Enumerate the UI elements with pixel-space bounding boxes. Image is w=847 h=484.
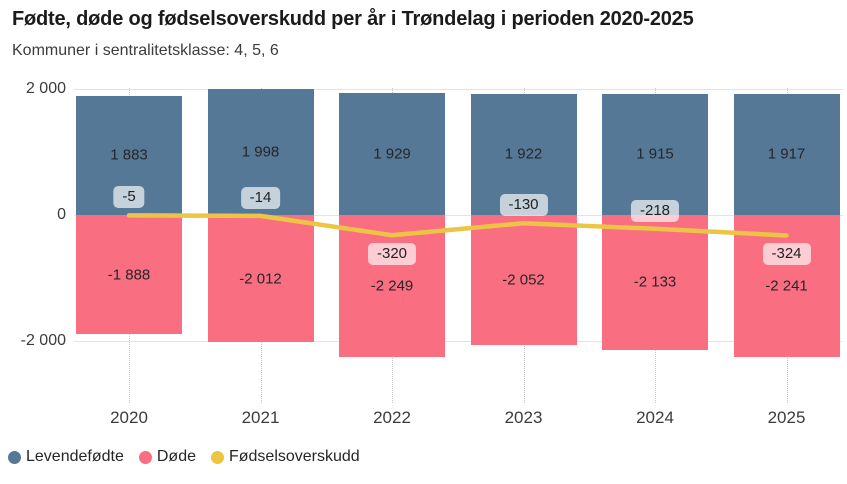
bar-value-label-levendefodte-2024: 1 915 (636, 145, 674, 163)
y-axis-label: 2 000 (25, 79, 66, 97)
line-value-chip-2024: -218 (630, 199, 680, 222)
legend-label-fodselsoverskudd: Fødselsoverskudd (228, 448, 360, 465)
legend-label-dode: Døde (156, 448, 196, 465)
chart-subtitle: Kommuner i sentralitetsklasse: 4, 5, 6 (12, 42, 279, 59)
line-value-chip-2022: -320 (367, 243, 417, 266)
gridline-0 (74, 215, 843, 216)
x-axis-label: 2024 (636, 408, 674, 427)
bar-value-label-dode-2023: -2 052 (502, 271, 545, 289)
chart-title: Fødte, døde og fødselsoverskudd per år i… (12, 8, 694, 30)
bar-value-label-levendefodte-2025: 1 917 (767, 145, 806, 163)
legend-item-levendefodte[interactable]: Levendefødte (8, 448, 124, 466)
bar-value-label-levendefodte-2022: 1 929 (373, 145, 411, 163)
legend: Levendefødte Døde Fødselsoverskudd (8, 448, 360, 466)
line-value-chip-2021: -14 (240, 186, 281, 209)
gridline-2000 (74, 88, 843, 90)
bar-levendefodte-2022[interactable] (339, 93, 445, 215)
bar-value-label-dode-2024: -2 133 (633, 273, 677, 291)
bar-value-label-levendefodte-2023: 1 922 (504, 145, 543, 163)
bar-levendefodte-2024[interactable] (602, 93, 708, 215)
line-value-chip-2020: -5 (113, 186, 145, 209)
y-axis-label: -2 000 (20, 332, 66, 350)
dode-swatch-icon (138, 450, 152, 464)
bar-dode-2025[interactable] (733, 215, 840, 357)
gridline--2000 (74, 341, 843, 343)
bar-dode-2022[interactable] (339, 215, 445, 358)
bar-value-label-dode-2025: -2 241 (765, 277, 808, 295)
legend-item-dode[interactable]: Døde (138, 448, 196, 466)
fodselsoverskudd-swatch-icon (210, 450, 224, 464)
bar-value-label-dode-2020: -1 888 (107, 266, 151, 284)
bar-value-label-dode-2022: -2 249 (370, 277, 414, 295)
line-value-chip-2025: -324 (762, 243, 811, 266)
x-axis-label: 2020 (110, 408, 148, 427)
x-axis-label: 2021 (241, 408, 280, 427)
legend-item-fodselsoverskudd[interactable]: Fødselsoverskudd (210, 448, 360, 466)
legend-label-levendefodte: Levendefødte (26, 448, 124, 465)
x-axis-label: 2025 (767, 408, 806, 427)
x-axis-label: 2022 (373, 408, 411, 427)
levendefodte-swatch-icon (8, 450, 21, 464)
bar-value-label-levendefodte-2020: 1 883 (110, 146, 148, 164)
y-axis-label: 0 (57, 206, 66, 223)
line-value-chip-2023: -130 (499, 194, 548, 217)
bar-levendefodte-2025[interactable] (733, 93, 840, 215)
bar-value-label-levendefodte-2021: 1 998 (241, 143, 280, 161)
x-axis-label: 2023 (504, 408, 543, 427)
bar-value-label-dode-2021: -2 012 (239, 270, 282, 288)
